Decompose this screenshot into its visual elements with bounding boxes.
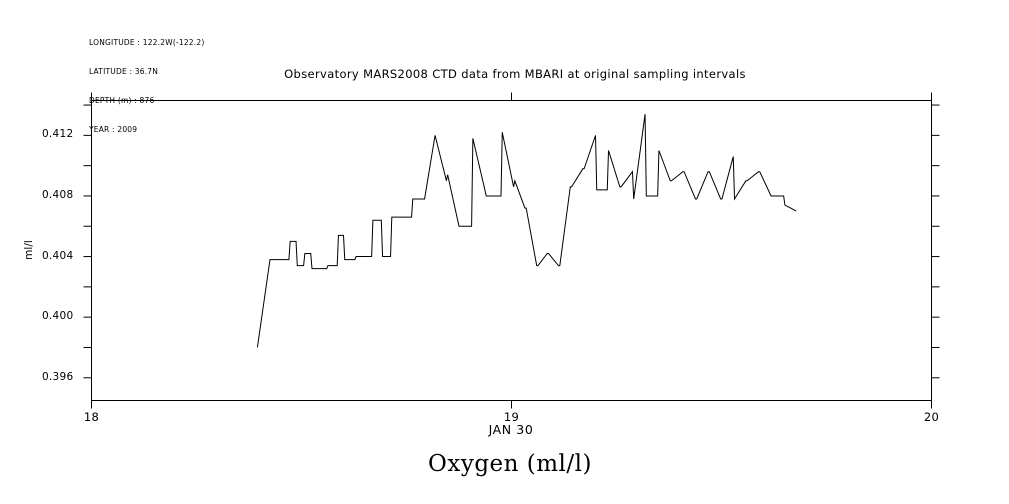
y-tick-label: 0.400	[41, 310, 74, 323]
x-tick-label: 19	[503, 409, 520, 424]
x-axis-title: JAN 30	[488, 422, 534, 437]
y-tick-label: 0.412	[41, 128, 74, 141]
y-tick-label: 0.396	[41, 370, 74, 383]
figure-caption: Oxygen (ml/l)	[428, 451, 592, 477]
metadata-longitude: LONGITUDE : 122.2W(-122.2)	[89, 38, 205, 48]
axis-ticks	[83, 92, 940, 409]
x-tick-label: 18	[83, 409, 100, 424]
metadata-year: YEAR : 2009	[89, 124, 138, 134]
chart-title: Observatory MARS2008 CTD data from MBARI…	[284, 67, 746, 81]
y-tick-label: 0.404	[41, 249, 74, 262]
data-series-line	[256, 114, 797, 348]
x-tick-label: 20	[923, 409, 940, 424]
y-tick-label: 0.408	[41, 188, 74, 201]
plot-frame	[91, 100, 932, 401]
metadata-latitude: LATITUDE : 36.7N	[89, 66, 159, 76]
